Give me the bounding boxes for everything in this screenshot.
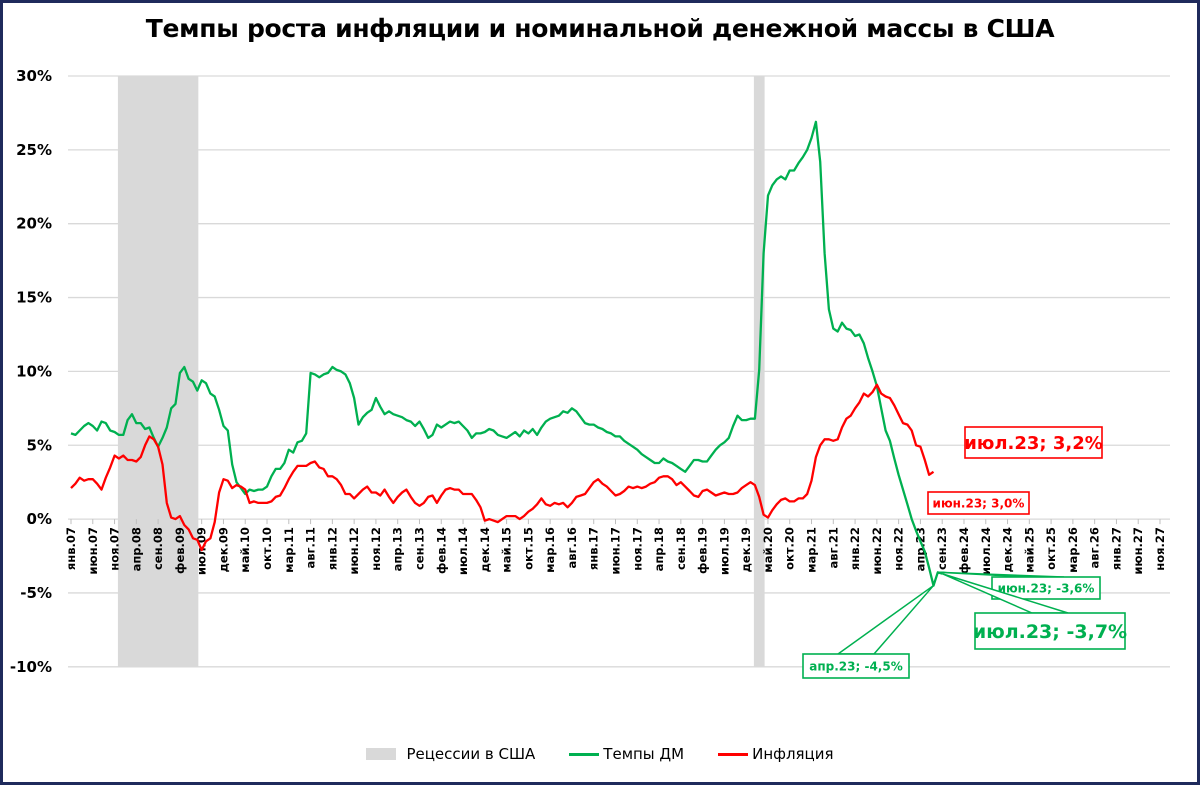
callout-box bbox=[802, 653, 910, 679]
x-tick-label: апр.23 bbox=[913, 527, 927, 571]
x-tick-label: мар.16 bbox=[543, 527, 557, 573]
y-tick-label: 25% bbox=[16, 141, 52, 159]
x-tick-label: окт.20 bbox=[783, 527, 797, 570]
x-tick-label: дек.09 bbox=[216, 527, 230, 572]
x-tick-label: дек.19 bbox=[739, 527, 753, 572]
x-tick-label: июн.17 bbox=[609, 527, 623, 575]
x-tick-label: апр.08 bbox=[129, 527, 143, 571]
callout-box bbox=[974, 612, 1126, 650]
x-tick-label: окт.25 bbox=[1044, 527, 1058, 570]
x-tick-label: июн.12 bbox=[347, 527, 361, 575]
x-tick-label: окт.15 bbox=[521, 527, 535, 570]
recession-swatch-icon bbox=[366, 748, 397, 760]
legend-label-recessions: Рецессии в США bbox=[406, 745, 536, 763]
callout-label: июл.23; -3,7% bbox=[973, 621, 1127, 643]
x-tick-label: фев.19 bbox=[696, 527, 710, 574]
callout-label: июн.23; 3,0% bbox=[933, 496, 1025, 510]
x-tick-label: янв.12 bbox=[325, 527, 339, 570]
x-tick-label: июл.24 bbox=[979, 527, 993, 575]
x-tick-label: июн.22 bbox=[870, 527, 884, 575]
legend: Рецессии в США Темпы ДМ Инфляция bbox=[0, 745, 1200, 763]
callout-box bbox=[927, 491, 1030, 515]
x-axis: янв.07 июн.07 ноя.07 апр.08 сен.08 фев.09 июл.… bbox=[64, 519, 1167, 575]
x-tick-label: сен.18 bbox=[674, 527, 688, 570]
callout-label: июн.23; -3,6% bbox=[998, 581, 1095, 595]
x-tick-label: ноя.12 bbox=[369, 527, 383, 571]
x-tick-label: окт.10 bbox=[260, 527, 274, 570]
callout-box bbox=[964, 426, 1103, 459]
x-tick-label: май.15 bbox=[500, 527, 514, 573]
green-line-swatch-icon bbox=[569, 752, 600, 756]
x-tick-label: май.25 bbox=[1022, 527, 1036, 573]
y-tick-label: 30% bbox=[16, 67, 52, 85]
legend-item-recessions: Рецессии в США bbox=[366, 745, 535, 763]
legend-label-inflation: Инфляция bbox=[752, 745, 834, 763]
x-tick-label: май.10 bbox=[238, 527, 252, 573]
y-tick-label: -5% bbox=[20, 584, 52, 602]
callout-label: апр.23; -4,5% bbox=[809, 659, 902, 673]
inflation-line bbox=[70, 383, 935, 552]
x-tick-label: ноя.22 bbox=[892, 527, 906, 571]
x-tick-label: мар.21 bbox=[805, 527, 819, 573]
x-tick-label: май.20 bbox=[761, 527, 775, 573]
x-tick-label: сен.08 bbox=[151, 527, 165, 570]
x-tick-label: дек.24 bbox=[1001, 527, 1015, 572]
legend-item-inflation: Инфляция bbox=[718, 745, 834, 763]
x-tick-label: авг.26 bbox=[1088, 527, 1102, 568]
x-tick-label: фев.24 bbox=[957, 527, 971, 574]
y-tick-label: 0% bbox=[27, 510, 52, 528]
chart-title: Темпы роста инфляции и номинальной денеж… bbox=[145, 14, 1055, 43]
money-supply-line bbox=[70, 120, 943, 587]
series-lines bbox=[70, 120, 943, 587]
legend-label-money: Темпы ДМ bbox=[603, 745, 685, 763]
y-tick-label: 5% bbox=[27, 436, 52, 454]
red-line-swatch-icon bbox=[718, 752, 749, 756]
x-tick-label: июн.27 bbox=[1131, 527, 1145, 575]
x-tick-label: июл.14 bbox=[456, 527, 470, 575]
y-tick-label: 20% bbox=[16, 215, 52, 233]
y-tick-label: 15% bbox=[16, 289, 52, 307]
x-tick-label: сен.13 bbox=[412, 527, 426, 570]
x-tick-label: авг.11 bbox=[304, 527, 318, 568]
callout-label: июл.23; 3,2% bbox=[964, 433, 1103, 454]
x-tick-label: июн.07 bbox=[86, 527, 100, 575]
x-tick-label: апр.13 bbox=[391, 527, 405, 571]
x-tick-label: июл.19 bbox=[717, 527, 731, 575]
callout-box bbox=[991, 576, 1101, 600]
x-tick-label: фев.09 bbox=[173, 527, 187, 574]
x-tick-label: сен.23 bbox=[935, 527, 949, 570]
x-tick-label: ноя.17 bbox=[630, 527, 644, 571]
x-tick-label: янв.17 bbox=[587, 527, 601, 570]
y-tick-label: -10% bbox=[10, 658, 52, 676]
x-tick-label: апр.18 bbox=[652, 527, 666, 571]
x-tick-label: янв.22 bbox=[848, 527, 862, 570]
x-tick-label: фев.14 bbox=[434, 527, 448, 574]
y-axis: 30% 25% 20% 15% 10% 5% 0% -5% -10% bbox=[10, 67, 52, 676]
x-tick-label: авг.16 bbox=[565, 527, 579, 568]
x-tick-label: мар.11 bbox=[282, 527, 296, 573]
callout-leader bbox=[835, 584, 935, 655]
x-tick-label: авг.21 bbox=[826, 527, 840, 568]
x-tick-label: дек.14 bbox=[478, 527, 492, 572]
x-tick-label: янв.07 bbox=[64, 527, 78, 570]
y-tick-label: 10% bbox=[16, 362, 52, 380]
data-callouts: июл.23; 3,2% июн.23; 3,0% июн.23; -3,6% июл… bbox=[802, 426, 1127, 679]
x-tick-label: ноя.27 bbox=[1153, 527, 1167, 571]
x-tick-label: ноя.07 bbox=[108, 527, 122, 571]
legend-item-money: Темпы ДМ bbox=[569, 745, 684, 763]
x-tick-label: мар.26 bbox=[1066, 527, 1080, 573]
x-tick-label: янв.27 bbox=[1109, 527, 1123, 570]
